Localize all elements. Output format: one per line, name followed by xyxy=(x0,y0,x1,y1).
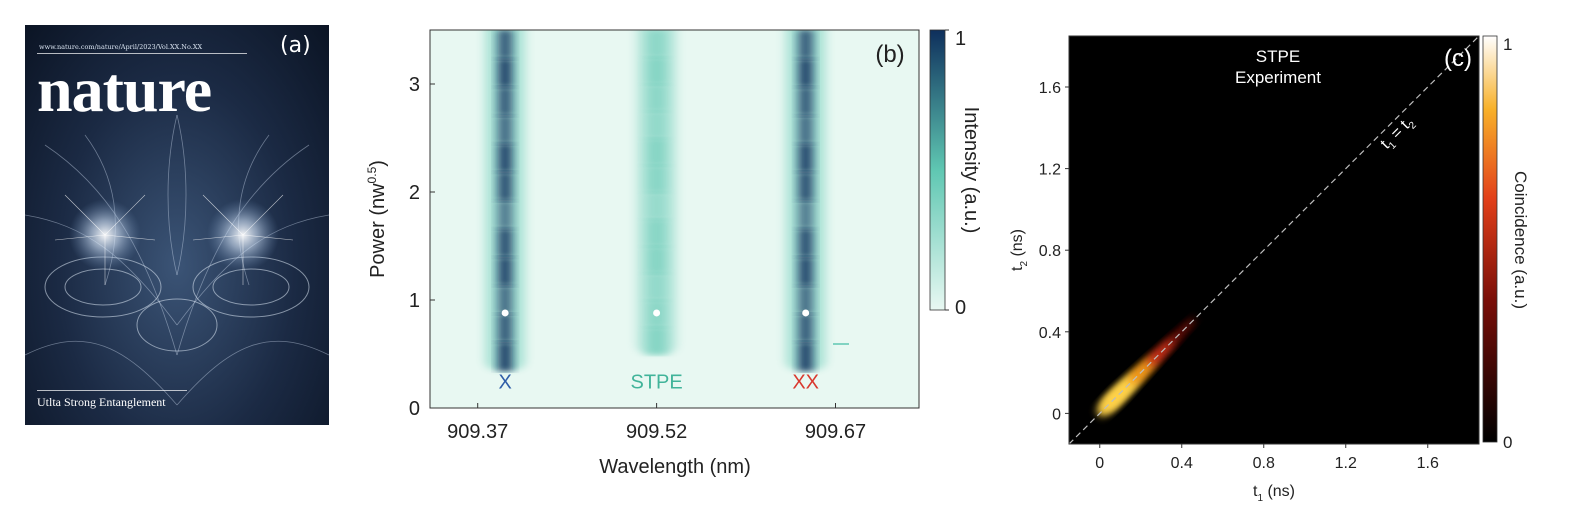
y-tick-label: 0 xyxy=(1052,406,1061,423)
cover-rule-top xyxy=(37,53,247,54)
emission-line-segment xyxy=(798,285,813,315)
emission-line-segment xyxy=(646,165,667,193)
diagonal-reference-line xyxy=(1069,36,1479,444)
panel-c-colorbar-label: Coincidence (a.u.) xyxy=(1511,171,1530,309)
emission-line-xx xyxy=(785,30,826,372)
emission-line-segment xyxy=(798,58,813,88)
y-tick-label: 3 xyxy=(409,74,420,96)
panel-b-frame xyxy=(429,29,920,409)
emission-line-segment xyxy=(798,313,813,343)
emission-line-segment xyxy=(798,171,813,202)
emission-line-segment xyxy=(798,115,813,145)
emission-line-segment xyxy=(498,313,513,343)
line-label-xx: XX xyxy=(792,372,819,394)
emission-line-segment xyxy=(646,246,667,274)
emission-line-segment xyxy=(646,273,667,301)
emission-line-segment xyxy=(498,86,513,117)
line-label-stpe: STPE xyxy=(630,372,682,394)
emission-line-segment xyxy=(798,143,813,173)
panel-b-colorbar-label: Intensity (a.u.) xyxy=(960,107,982,234)
panel-c-title-line-1: STPE xyxy=(1256,47,1300,66)
panel-c-title-line-2: Experiment xyxy=(1235,68,1321,87)
y-tick-label: 1 xyxy=(409,290,420,312)
panel-c-label: (c) xyxy=(1444,45,1472,72)
emission-line-segment xyxy=(646,111,667,139)
y-tick-label: 1.2 xyxy=(1039,162,1061,179)
x-tick-label: 1.6 xyxy=(1417,455,1439,472)
emission-line-segment xyxy=(498,143,513,173)
emission-line-segment xyxy=(798,30,813,60)
panel-b-label: (b) xyxy=(875,41,904,68)
emission-line-segment xyxy=(646,84,667,112)
marker-point xyxy=(802,309,810,317)
y-tick-label: 1.6 xyxy=(1039,80,1061,97)
emission-line-segment xyxy=(798,86,813,117)
journal-cover: www.nature.com/nature/April/2023/Vol.XX.… xyxy=(25,25,329,425)
panel-c-colorbar-min: 0 xyxy=(1503,433,1512,452)
emission-line-segment xyxy=(498,30,513,60)
y-tick-label: 2 xyxy=(409,182,420,204)
panel-c-frame xyxy=(1068,35,1480,445)
marker-point xyxy=(501,309,509,317)
line-label-x: X xyxy=(498,372,511,394)
emission-line-segment xyxy=(498,115,513,145)
emission-line-segment xyxy=(798,228,813,258)
emission-line-segment xyxy=(498,58,513,88)
x-tick-label: 0 xyxy=(1095,455,1104,472)
emission-line-segment xyxy=(498,200,513,230)
y-tick-label: 0 xyxy=(409,398,420,420)
panel-b-colorbar-min: 0 xyxy=(955,297,966,319)
emission-line-x xyxy=(485,30,526,372)
cover-artwork xyxy=(25,114,329,406)
emission-line-segment xyxy=(646,219,667,247)
emission-line-segment xyxy=(498,256,513,287)
emission-line-segment xyxy=(646,30,667,58)
x-tick-label: 909.52 xyxy=(626,421,687,443)
emission-line-segment xyxy=(646,192,667,220)
cover-url: www.nature.com/nature/April/2023/Vol.XX.… xyxy=(39,43,203,51)
cover-brand-title: nature xyxy=(37,54,212,125)
emission-line-segment xyxy=(498,341,513,372)
panel-a-label: (a) xyxy=(280,33,311,58)
emission-line-segment xyxy=(646,57,667,85)
cover-headline: Utlta Strong Entanglement xyxy=(37,395,166,409)
marker-point xyxy=(653,309,661,317)
x-tick-label: 0.8 xyxy=(1253,455,1275,472)
panel-b-x-axis-label: Wavelength (nm) xyxy=(599,456,751,478)
panel-b-colorbar xyxy=(929,29,946,311)
x-tick-label: 909.67 xyxy=(805,421,866,443)
cover-rule-bottom xyxy=(37,390,187,391)
x-tick-label: 0.4 xyxy=(1171,455,1193,472)
emission-line-segment xyxy=(646,327,667,355)
panel-b-y-axis-label: Power (nw0.5) xyxy=(365,160,389,278)
emission-line-segment xyxy=(798,200,813,230)
emission-line-segment xyxy=(498,228,513,258)
emission-line-segment xyxy=(498,285,513,315)
panel-c-y-axis-label: t2 (ns) xyxy=(1009,229,1030,271)
y-tick-label: 0.8 xyxy=(1039,243,1061,260)
emission-line-segment xyxy=(498,171,513,202)
emission-line-segment xyxy=(798,256,813,287)
panel-b-colorbar-max: 1 xyxy=(955,28,966,50)
panel-c-colorbar-max: 1 xyxy=(1503,35,1512,54)
x-tick-label: 1.2 xyxy=(1335,455,1357,472)
x-tick-label: 909.37 xyxy=(447,421,508,443)
emission-line-segment xyxy=(798,341,813,372)
emission-line-stpe xyxy=(636,30,677,355)
panel-c-colorbar xyxy=(1482,35,1498,443)
emission-line-segment xyxy=(646,138,667,166)
panel-c-x-axis-label: t1 (ns) xyxy=(1253,483,1295,504)
y-tick-label: 0.4 xyxy=(1039,325,1061,342)
